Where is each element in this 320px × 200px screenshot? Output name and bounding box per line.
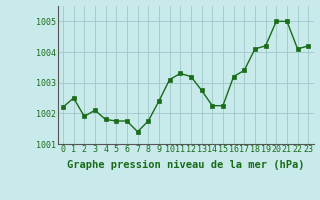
X-axis label: Graphe pression niveau de la mer (hPa): Graphe pression niveau de la mer (hPa): [67, 160, 304, 170]
